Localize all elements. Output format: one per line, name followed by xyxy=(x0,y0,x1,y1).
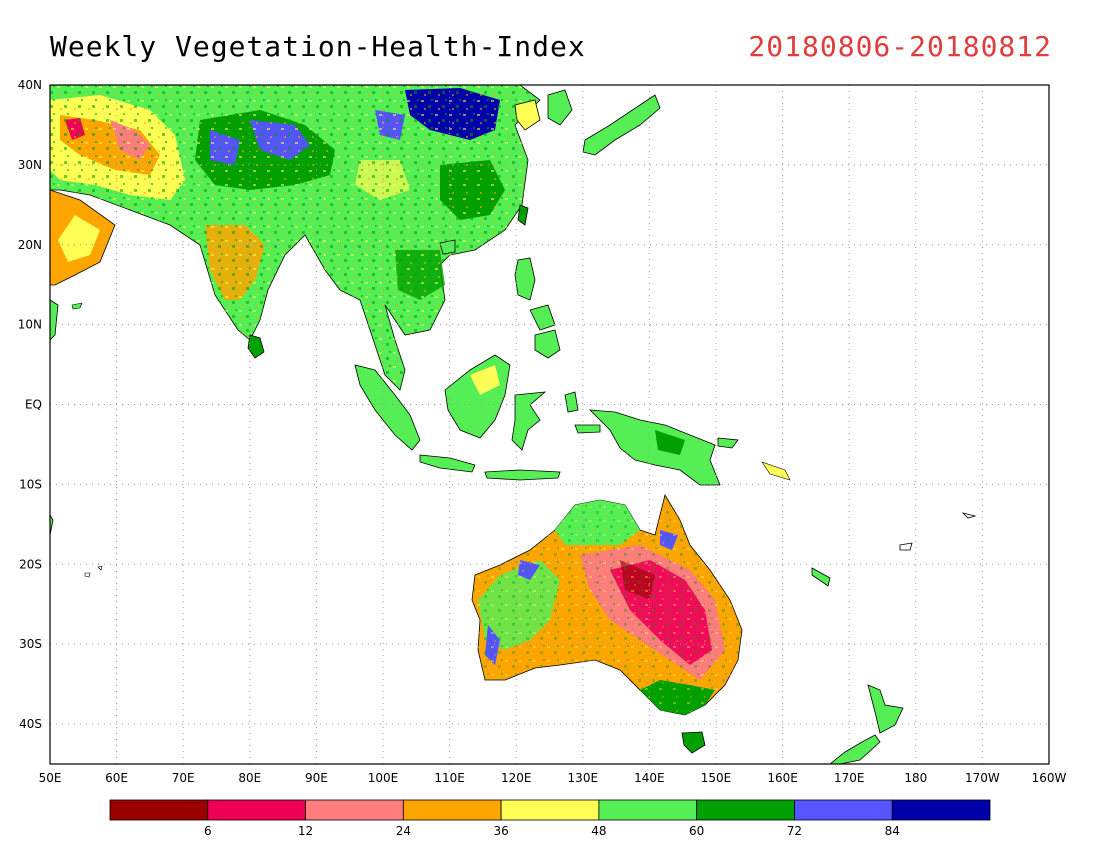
lat-label: 40S xyxy=(19,717,42,731)
colorbar-label: 36 xyxy=(493,824,508,838)
date-range-label: 20180806-20180812 xyxy=(748,30,1052,63)
lon-label: 60E xyxy=(105,771,128,785)
lat-label: 10S xyxy=(19,477,42,491)
map-title: Weekly Vegetation-Health-Index xyxy=(50,30,586,63)
colorbar-label: 6 xyxy=(204,824,212,838)
sumatra-landmass xyxy=(354,364,421,451)
sulawesi-landmass xyxy=(511,391,547,451)
lon-label: 90E xyxy=(305,771,328,785)
lat-label: 30S xyxy=(19,637,42,651)
lon-label: 160W xyxy=(1032,771,1067,785)
lon-label: 70E xyxy=(172,771,195,785)
land-masses xyxy=(50,85,977,764)
colorbar-swatch xyxy=(109,799,209,821)
colorbar-swatch xyxy=(794,799,893,821)
tasmania-landmass xyxy=(681,731,706,754)
asia-landmass xyxy=(50,85,541,391)
philippines-landmass xyxy=(514,257,561,359)
lon-label: 140E xyxy=(634,771,665,785)
lon-label: 160E xyxy=(767,771,798,785)
colorbar-swatch xyxy=(696,799,795,821)
colorbar-swatch xyxy=(598,799,698,821)
lon-label: 170E xyxy=(834,771,865,785)
colorbar-label: 60 xyxy=(689,824,704,838)
lon-label: 110E xyxy=(434,771,465,785)
korea-landmass xyxy=(514,99,541,131)
australia-landmass xyxy=(471,493,743,716)
japan-landmass xyxy=(547,89,573,126)
colorbar-swatch xyxy=(500,799,600,821)
africa-edge-landmass xyxy=(50,299,59,341)
map-frame xyxy=(49,84,1050,765)
lon-label: 150E xyxy=(701,771,732,785)
borneo-landmass xyxy=(444,354,511,439)
lat-label: EQ xyxy=(25,398,42,412)
colorbar: 6 12 24 36 48 60 72 84 xyxy=(109,799,991,838)
colorbar-label: 24 xyxy=(396,824,411,838)
java-landmass xyxy=(419,454,476,473)
colorbar-swatch xyxy=(891,799,991,821)
lat-label: 20N xyxy=(18,238,42,252)
lon-label: 120E xyxy=(501,771,532,785)
latitude-labels: 40N 30N 20N 10N EQ 10S 20S 30S 40S xyxy=(18,78,42,731)
colorbar-label: 48 xyxy=(591,824,606,838)
colorbar-label: 84 xyxy=(885,824,900,838)
lon-label: 100E xyxy=(368,771,399,785)
new-zealand-south-landmass xyxy=(829,734,881,764)
lon-label: 170W xyxy=(965,771,1000,785)
colorbar-label: 72 xyxy=(787,824,802,838)
colorbar-swatch xyxy=(402,799,502,821)
lat-label: 20S xyxy=(19,557,42,571)
lat-label: 30N xyxy=(18,158,42,172)
new-zealand-north-landmass xyxy=(867,684,904,734)
sri-lanka-landmass xyxy=(247,334,265,359)
colorbar-swatch xyxy=(207,799,306,821)
lon-label: 180 xyxy=(904,771,927,785)
colorbar-label: 12 xyxy=(298,824,313,838)
colorbar-swatch xyxy=(305,799,404,821)
lon-label: 80E xyxy=(238,771,261,785)
lon-label: 130E xyxy=(568,771,599,785)
taiwan-landmass xyxy=(517,204,529,226)
lon-label: 50E xyxy=(39,771,62,785)
new-guinea-landmass xyxy=(588,409,721,486)
longitude-labels: 50E 60E 70E 80E 90E 100E 110E 120E 130E 140E 150E 1… xyxy=(39,771,1067,785)
lat-label: 40N xyxy=(18,78,42,92)
lat-label: 10N xyxy=(18,318,42,332)
lesser-sunda-landmass xyxy=(484,469,561,481)
japan-honshu-landmass xyxy=(582,94,661,156)
